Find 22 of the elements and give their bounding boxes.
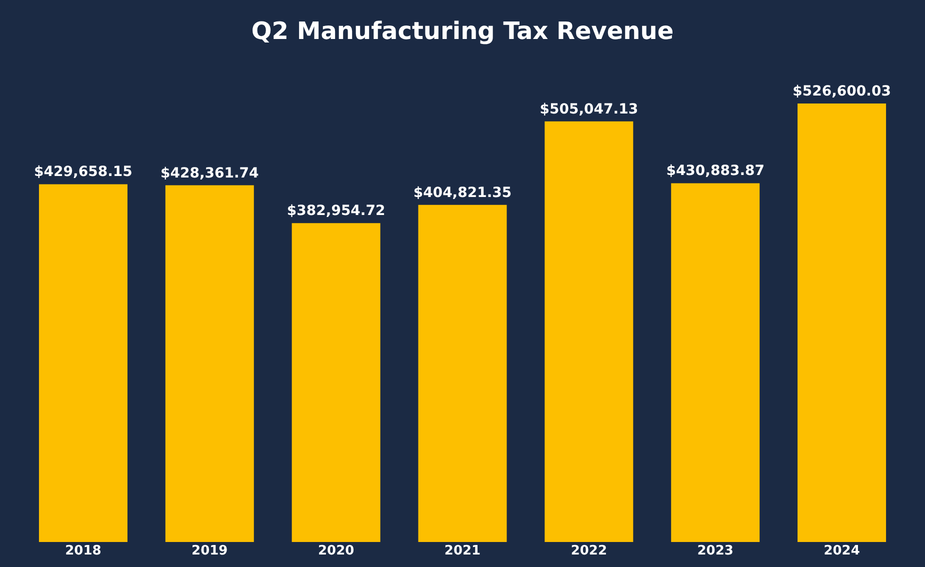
x-tick-label: 2024 (824, 544, 860, 558)
data-label: $505,047.13 (540, 101, 638, 118)
bar (798, 103, 886, 542)
x-tick-label: 2019 (192, 544, 228, 558)
x-tick-label: 2020 (318, 544, 354, 558)
data-label: $430,883.87 (666, 163, 765, 180)
bar (671, 183, 760, 542)
x-tick-label: 2018 (65, 544, 102, 558)
chart-title: Q2 Manufacturing Tax Revenue (251, 17, 674, 45)
data-label: $428,361.74 (160, 165, 260, 182)
data-label: $404,821.35 (413, 184, 512, 201)
bar (418, 204, 507, 542)
x-tick-label: 2022 (570, 544, 608, 558)
bar (292, 223, 380, 542)
bar (38, 184, 128, 542)
x-tick-label: 2021 (444, 544, 481, 558)
data-label: $526,600.03 (792, 83, 891, 100)
data-label: $429,658.15 (34, 164, 132, 180)
bar (544, 121, 634, 542)
data-label: $382,954.72 (286, 203, 386, 220)
bar (165, 185, 254, 542)
x-tick-label: 2023 (697, 544, 734, 558)
